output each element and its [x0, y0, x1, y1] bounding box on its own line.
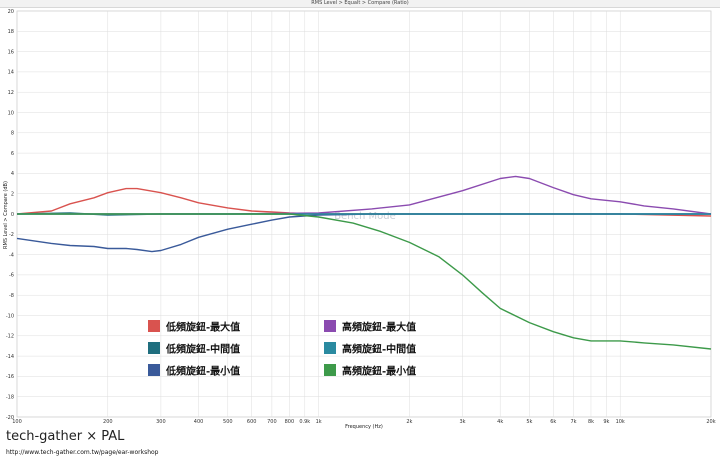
footer-url: http://www.tech-gather.com.tw/page/ear-w…	[6, 449, 159, 456]
y-tick-label: 18	[8, 29, 14, 35]
x-tick-label: 200	[103, 419, 113, 425]
x-tick-label: 3k	[459, 419, 465, 425]
x-tick-label: 9k	[603, 419, 609, 425]
x-tick-label: 0.9k	[299, 419, 310, 425]
x-tick-label: 300	[156, 419, 166, 425]
legend-label-1: 低頻旋鈕-最大值	[165, 321, 240, 334]
legend-swatch-6	[324, 364, 336, 376]
y-tick-label: -2	[9, 232, 14, 238]
y-tick-label: 10	[8, 110, 14, 116]
x-tick-label: 20k	[706, 419, 715, 425]
y-tick-label: 14	[8, 70, 14, 76]
chart-series	[16, 175, 712, 350]
y-tick-label: 12	[8, 90, 14, 96]
y-axis-label: RMS Level > Compare (dB)	[3, 181, 9, 249]
x-axis-label: Frequency (Hz)	[345, 424, 383, 430]
legend-label-5: 高頻旋鈕-中間值	[342, 343, 416, 356]
x-tick-label: 5k	[526, 419, 532, 425]
x-tick-label: 7k	[570, 419, 576, 425]
x-tick-label: 700	[267, 419, 277, 425]
footer-brand: tech-gather × PAL	[6, 429, 125, 444]
legend-swatch-1	[148, 320, 160, 332]
window-title-bar	[0, 0, 720, 8]
y-tick-label: 8	[11, 131, 14, 137]
legend-swatch-5	[324, 342, 336, 354]
x-tick-label: 600	[247, 419, 257, 425]
x-tick-label: 6k	[550, 419, 556, 425]
legend-label-3: 低頻旋鈕-最小值	[165, 365, 240, 378]
y-tick-label: 6	[11, 151, 14, 157]
x-tick-label: 1k	[316, 419, 322, 425]
chart-axes: 20181614121086420-2-4-6-8-10-12-14-16-18…	[6, 9, 716, 425]
y-tick-label: 16	[8, 49, 14, 55]
y-tick-label: -14	[6, 354, 14, 360]
y-tick-label: 2	[11, 192, 14, 198]
y-tick-label: 0	[11, 212, 14, 218]
legend-swatch-4	[324, 320, 336, 332]
x-tick-label: 2k	[406, 419, 412, 425]
y-tick-label: -8	[9, 293, 14, 299]
y-tick-label: -16	[6, 374, 14, 380]
legend-label-4: 高頻旋鈕-最大值	[342, 321, 416, 334]
legend-swatch-3	[148, 364, 160, 376]
y-tick-label: -10	[6, 313, 14, 319]
y-tick-label: -6	[9, 273, 14, 279]
legend-label-6: 高頻旋鈕-最小值	[342, 365, 416, 378]
legend-swatch-2	[148, 342, 160, 354]
x-tick-label: 8k	[588, 419, 594, 425]
y-tick-label: -20	[6, 415, 14, 421]
watermark: Bench Mode	[334, 211, 396, 222]
x-tick-label: 4k	[497, 419, 503, 425]
x-tick-label: 400	[194, 419, 204, 425]
window-title: RMS Level > Equalt > Compare (Ratio)	[311, 0, 409, 6]
series-line-4	[17, 175, 712, 215]
x-tick-label: 500	[223, 419, 233, 425]
y-tick-label: -18	[6, 395, 14, 401]
y-tick-label: -12	[6, 334, 14, 340]
x-tick-label: 100	[12, 419, 22, 425]
y-tick-label: -4	[9, 252, 14, 258]
x-tick-label: 10k	[616, 419, 625, 425]
x-tick-label: 800	[285, 419, 295, 425]
y-tick-label: 20	[8, 9, 14, 15]
series-line-6	[17, 213, 712, 350]
y-tick-label: 4	[11, 171, 14, 177]
legend-label-2: 低頻旋鈕-中間值	[165, 343, 240, 356]
